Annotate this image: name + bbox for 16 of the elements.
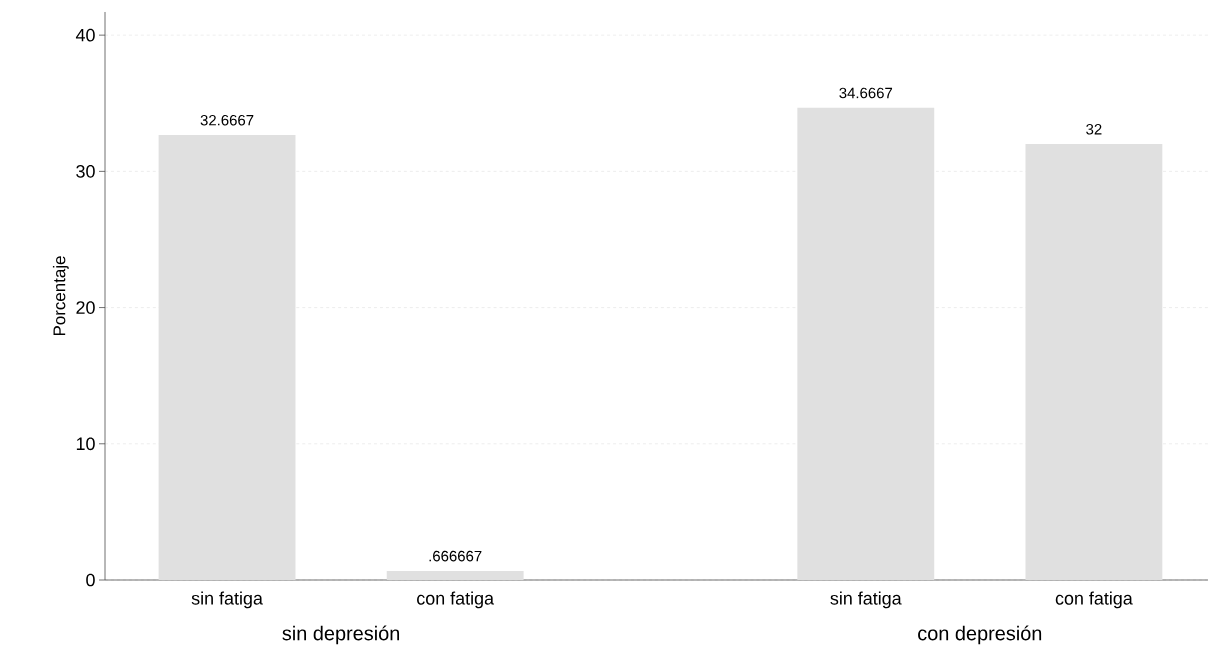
x-tick-label: sin fatiga	[191, 591, 263, 609]
text: con depresión	[918, 625, 1042, 645]
data-label: .666667	[429, 550, 482, 562]
y-tick-label: 0	[86, 573, 95, 587]
y-axis-title: Porcentaje	[52, 256, 69, 336]
y-tick-label: 30	[76, 165, 95, 178]
data-label: 34.6667	[839, 87, 893, 99]
y-tick-label: 10	[76, 437, 95, 451]
x-tick-label: sin fatiga	[830, 591, 902, 609]
text: sin depresión	[282, 625, 400, 645]
y-tick-label: 20	[76, 301, 95, 314]
x-tick-label: con fatiga	[1055, 591, 1133, 609]
data-label: 32.6667	[200, 114, 254, 126]
x-tick-label: con fatiga	[417, 591, 495, 609]
data-label: 32	[1086, 124, 1102, 135]
y-tick-label: 40	[75, 28, 95, 42]
